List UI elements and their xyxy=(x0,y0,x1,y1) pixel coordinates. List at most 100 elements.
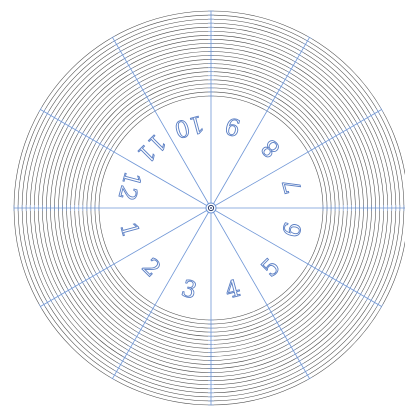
spoke-tick xyxy=(101,143,106,149)
spoke-tick xyxy=(369,297,373,304)
spoke-tick xyxy=(278,84,284,89)
spoke-tick xyxy=(112,261,116,267)
spoke-tick xyxy=(111,373,118,377)
spoke-tick xyxy=(272,317,278,321)
spoke-tick xyxy=(144,317,150,321)
spoke-tick xyxy=(138,84,144,89)
spoke-tick xyxy=(327,273,331,279)
spoke-tick xyxy=(379,106,384,113)
spoke-tick xyxy=(105,265,109,271)
spoke-tick xyxy=(125,348,132,353)
spoke-tick xyxy=(300,46,307,50)
spoke-tick xyxy=(288,67,295,71)
spoke-tick xyxy=(334,133,338,139)
spoke-tick xyxy=(351,122,356,129)
spoke-tick xyxy=(115,46,122,50)
spoke-tick xyxy=(306,376,313,381)
spoke-tick xyxy=(108,263,113,269)
spoke-tick xyxy=(91,273,95,279)
spoke-tick xyxy=(313,265,317,271)
spoke-tick xyxy=(56,293,60,300)
spoke-tick xyxy=(132,74,138,78)
spoke-tick xyxy=(125,63,132,68)
spoke-tick xyxy=(296,359,303,363)
spoke-tick xyxy=(351,287,356,294)
spoke-tick xyxy=(111,39,118,43)
segment-number-1: 1 xyxy=(114,220,143,241)
spoke-tick xyxy=(150,105,156,110)
spoke-tick xyxy=(94,271,99,277)
spoke-tick xyxy=(87,135,92,141)
spoke-tick xyxy=(309,147,314,153)
spoke-tick xyxy=(123,352,130,356)
spoke-tick xyxy=(105,145,109,151)
spoke-tick xyxy=(376,108,380,115)
spoke-3 xyxy=(210,207,310,379)
spoke-tick xyxy=(290,348,297,353)
spoke-tick xyxy=(42,301,46,308)
spoke-tick xyxy=(84,277,88,283)
spoke-tick xyxy=(306,261,310,267)
spoke-tick xyxy=(121,355,128,360)
spoke-tick xyxy=(73,283,78,289)
spoke-tick xyxy=(344,127,349,133)
spoke-tick xyxy=(45,299,50,306)
spoke-tick xyxy=(365,114,370,121)
spoke-12 xyxy=(210,109,382,209)
spoke-tick xyxy=(296,53,303,57)
spoke-tick xyxy=(276,88,282,92)
spoke-tick xyxy=(362,116,366,123)
spoke-tick xyxy=(300,366,307,370)
spoke-8 xyxy=(40,109,212,209)
spoke-tick xyxy=(73,127,78,133)
spoke-tick xyxy=(70,285,74,292)
spoke-6 xyxy=(40,207,212,307)
spoke-tick xyxy=(341,281,345,287)
spoke-tick xyxy=(49,297,53,304)
spoke-tick xyxy=(268,310,274,314)
spoke-tick xyxy=(306,35,313,40)
spoke-tick xyxy=(323,139,328,145)
spoke-tick xyxy=(288,345,295,349)
segment-number-10: 10 xyxy=(171,110,206,143)
spoke-tick xyxy=(84,133,88,139)
spoke-tick xyxy=(150,306,156,311)
spoke-tick xyxy=(77,129,81,135)
spoke-tick xyxy=(323,271,328,277)
segment-number-8: 8 xyxy=(257,134,286,163)
spoke-tick xyxy=(337,131,342,137)
spoke-tick xyxy=(344,283,349,289)
spoke-tick xyxy=(358,291,363,298)
spoke-tick xyxy=(304,373,311,377)
spoke-tick xyxy=(112,149,116,155)
spoke-tick xyxy=(298,362,305,367)
spoke-tick xyxy=(320,141,324,147)
spoke-tick xyxy=(290,63,297,68)
spoke-tick xyxy=(266,306,272,311)
spoke-tick xyxy=(66,287,71,294)
radial-spokes xyxy=(13,10,405,406)
spoke-tick xyxy=(119,53,126,57)
spoke-tick xyxy=(38,106,43,113)
spoke-tick xyxy=(268,102,274,106)
spoke-tick xyxy=(152,303,158,307)
spoke-tick xyxy=(113,42,120,47)
spoke-tick xyxy=(284,74,290,78)
spoke-tick xyxy=(109,35,116,40)
spoke-tick xyxy=(134,77,140,82)
spoke-tick xyxy=(341,129,345,135)
spoke-tick xyxy=(70,124,74,131)
spoke-tick xyxy=(101,267,106,273)
spoke-tick xyxy=(274,320,280,325)
spoke-tick xyxy=(115,366,122,370)
spoke-tick xyxy=(52,114,57,121)
spoke-tick xyxy=(45,110,50,117)
spoke-tick xyxy=(134,334,140,339)
spoke-tick xyxy=(282,334,288,339)
spoke-tick xyxy=(316,267,321,273)
spoke-tick xyxy=(59,118,64,125)
spoke-tick xyxy=(327,137,331,143)
spoke-2 xyxy=(210,207,382,307)
spoke-tick xyxy=(117,49,124,54)
